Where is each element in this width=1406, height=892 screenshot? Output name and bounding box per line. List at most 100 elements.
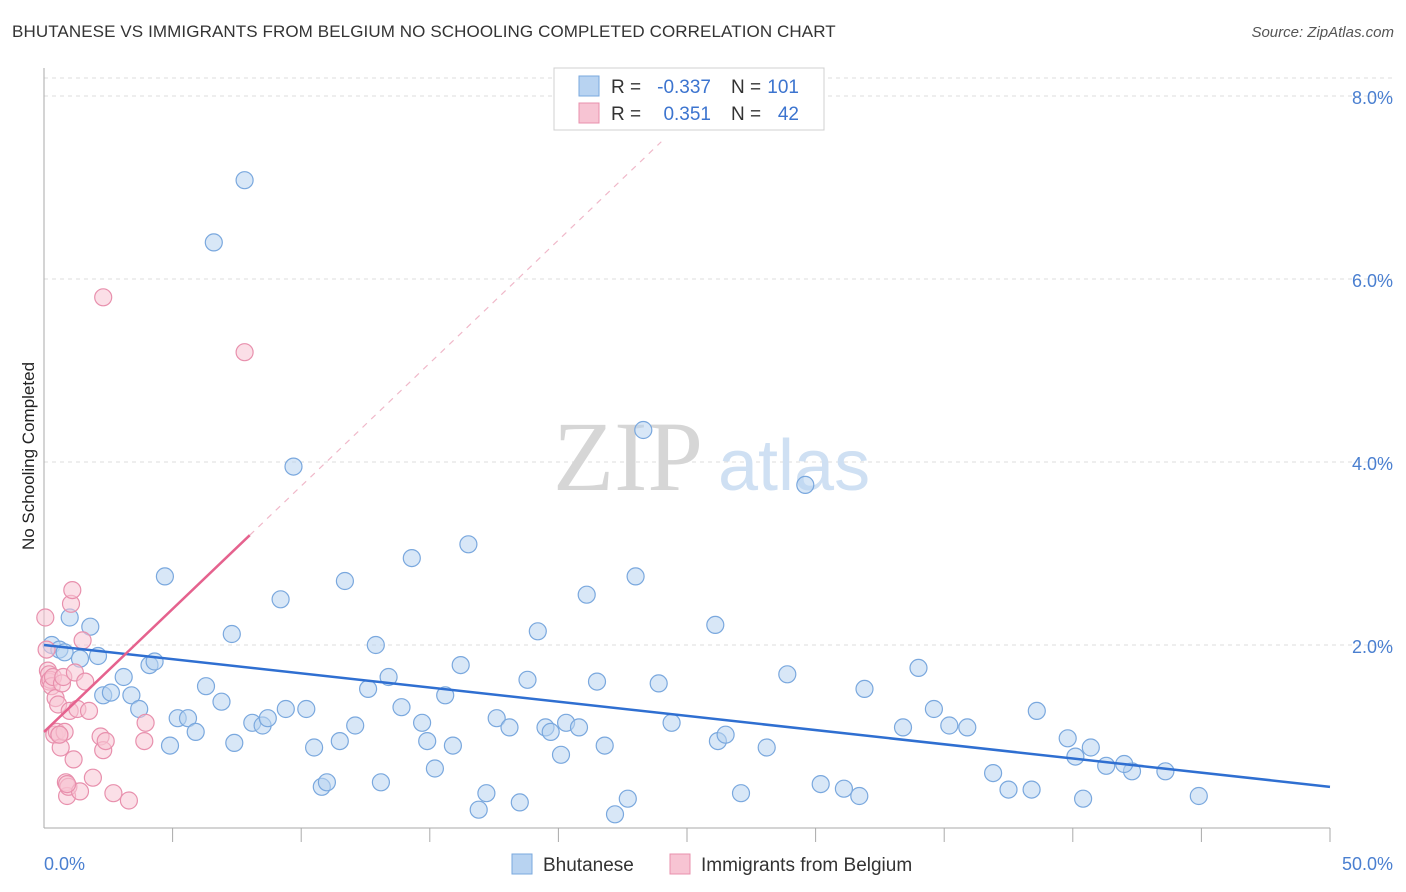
bhutanese-point-59	[541, 722, 560, 742]
watermark-zip: ZIP	[553, 401, 703, 512]
belgium-point-27	[73, 631, 92, 650]
bhutanese-point-94	[1073, 789, 1093, 808]
stats-n-label-bhutanese: N =	[731, 77, 761, 98]
bhutanese-point-42	[392, 698, 411, 717]
bhutanese-point-69	[634, 420, 653, 440]
bhutanese-point-53	[487, 709, 506, 728]
bhutanese-point-91	[1027, 701, 1046, 721]
bhutanese-point-65	[595, 736, 614, 755]
bhutanese-point-72	[706, 615, 725, 635]
bhutanese-point-35	[330, 731, 349, 751]
bhutanese-point-56	[518, 670, 537, 689]
bhutanese-point-46	[425, 759, 444, 778]
bhutanese-point-39	[366, 635, 385, 655]
bhutanese-point-92	[1058, 729, 1077, 748]
bhutanese-point-82	[855, 679, 874, 699]
trend-lines	[43, 141, 1331, 789]
bhutanese-point-29	[276, 699, 295, 719]
belgium-point-30	[83, 768, 103, 787]
bhutanese-point-50	[459, 535, 478, 554]
source-label: Source: ZipAtlas.com	[1251, 24, 1394, 41]
bhutanese-point-32	[305, 738, 324, 757]
bhutanese-point-52	[477, 784, 496, 803]
belgium-point-28	[76, 672, 95, 691]
bhutanese-point-24	[235, 171, 254, 190]
stats-swatch-bhutanese	[578, 75, 600, 97]
bhutanese-point-89	[999, 780, 1018, 799]
stats-r-value-belgium: 0.351	[663, 104, 711, 125]
bhutanese-point-15	[160, 736, 180, 755]
bhutanese-point-30	[284, 457, 303, 476]
bhutanese-point-98	[1156, 762, 1175, 781]
legend-label-bhutanese: Bhutanese	[543, 855, 634, 876]
bhutanese-point-18	[186, 722, 205, 742]
chart-legend: Bhutanese Immigrants from Belgium	[511, 853, 912, 876]
belgium-point-34	[94, 288, 113, 307]
bhutanese-point-48	[443, 736, 462, 755]
bhutanese-point-54	[500, 718, 519, 737]
bhutanese-point-17	[178, 709, 198, 728]
bhutanese-point-90	[1022, 780, 1041, 799]
series-bhutanese-points	[42, 171, 1208, 824]
stats-r-label-belgium: R =	[611, 104, 641, 125]
belgium-point-37	[135, 731, 154, 751]
bhutanese-point-41	[379, 667, 398, 687]
bhutanese-point-19	[196, 677, 216, 696]
bhutanese-point-79	[811, 774, 830, 794]
bhutanese-point-44	[413, 713, 432, 732]
bhutanese-point-45	[418, 731, 437, 751]
bhutanese-point-60	[551, 745, 571, 764]
stats-n-label-belgium: N =	[731, 104, 761, 125]
bhutanese-point-88	[983, 763, 1003, 783]
stats-swatch-belgium	[578, 102, 600, 124]
belgium-point-39	[235, 343, 254, 362]
x-axis-ticks	[172, 828, 1331, 842]
trend-line-bhutanese	[43, 643, 1331, 789]
bhutanese-point-66	[605, 805, 625, 824]
bhutanese-point-22	[222, 624, 241, 644]
bhutanese-point-40	[371, 773, 390, 792]
belgium-point-22	[63, 580, 82, 600]
y-axis-tick-labels: 2.0% 4.0% 6.0% 8.0%	[1352, 88, 1393, 657]
belgium-point-23	[64, 750, 83, 769]
bhutanese-point-57	[528, 622, 547, 641]
bhutanese-point-74	[716, 725, 735, 744]
belgium-point-29	[79, 701, 99, 721]
bhutanese-point-95	[1081, 738, 1100, 757]
y-axis-title: No Schooling Completed	[19, 362, 38, 550]
bhutanese-point-43	[402, 548, 421, 568]
stats-n-value-bhutanese: 101	[767, 77, 799, 98]
bhutanese-point-81	[850, 786, 869, 806]
y-tick-label-2: 6.0%	[1352, 271, 1393, 291]
bhutanese-point-78	[796, 475, 815, 494]
bhutanese-point-36	[335, 571, 354, 591]
belgium-point-41	[57, 774, 77, 794]
stats-r-label-bhutanese: R =	[611, 77, 641, 98]
stats-legend-box: R = -0.337 N = 101 R = 0.351 N = 42	[553, 67, 825, 131]
x-tick-label-1: 50.0%	[1342, 854, 1393, 874]
watermark-atlas: atlas	[718, 426, 870, 506]
bhutanese-point-37	[346, 716, 365, 735]
belgium-point-33	[96, 731, 115, 751]
bhutanese-point-31	[297, 699, 316, 719]
bhutanese-point-80	[834, 779, 854, 798]
bhutanese-point-70	[649, 674, 668, 693]
y-tick-label-3: 8.0%	[1352, 88, 1393, 108]
bhutanese-point-64	[587, 672, 607, 691]
bhutanese-point-20	[204, 233, 223, 252]
bhutanese-point-8	[101, 683, 121, 702]
bhutanese-point-55	[510, 793, 529, 812]
bhutanese-point-51	[469, 800, 488, 819]
belgium-point-40	[50, 725, 69, 744]
gridlines	[44, 77, 1392, 646]
bhutanese-point-84	[909, 658, 928, 678]
bhutanese-point-62	[569, 718, 589, 737]
bhutanese-point-14	[155, 567, 174, 586]
belgium-point-38	[136, 713, 155, 732]
bhutanese-point-9	[114, 667, 133, 687]
legend-swatch-bhutanese	[511, 853, 533, 875]
legend-label-belgium: Immigrants from Belgium	[701, 855, 912, 876]
bhutanese-point-21	[212, 692, 231, 711]
series-belgium-points	[36, 288, 254, 810]
bhutanese-point-71	[662, 713, 681, 732]
